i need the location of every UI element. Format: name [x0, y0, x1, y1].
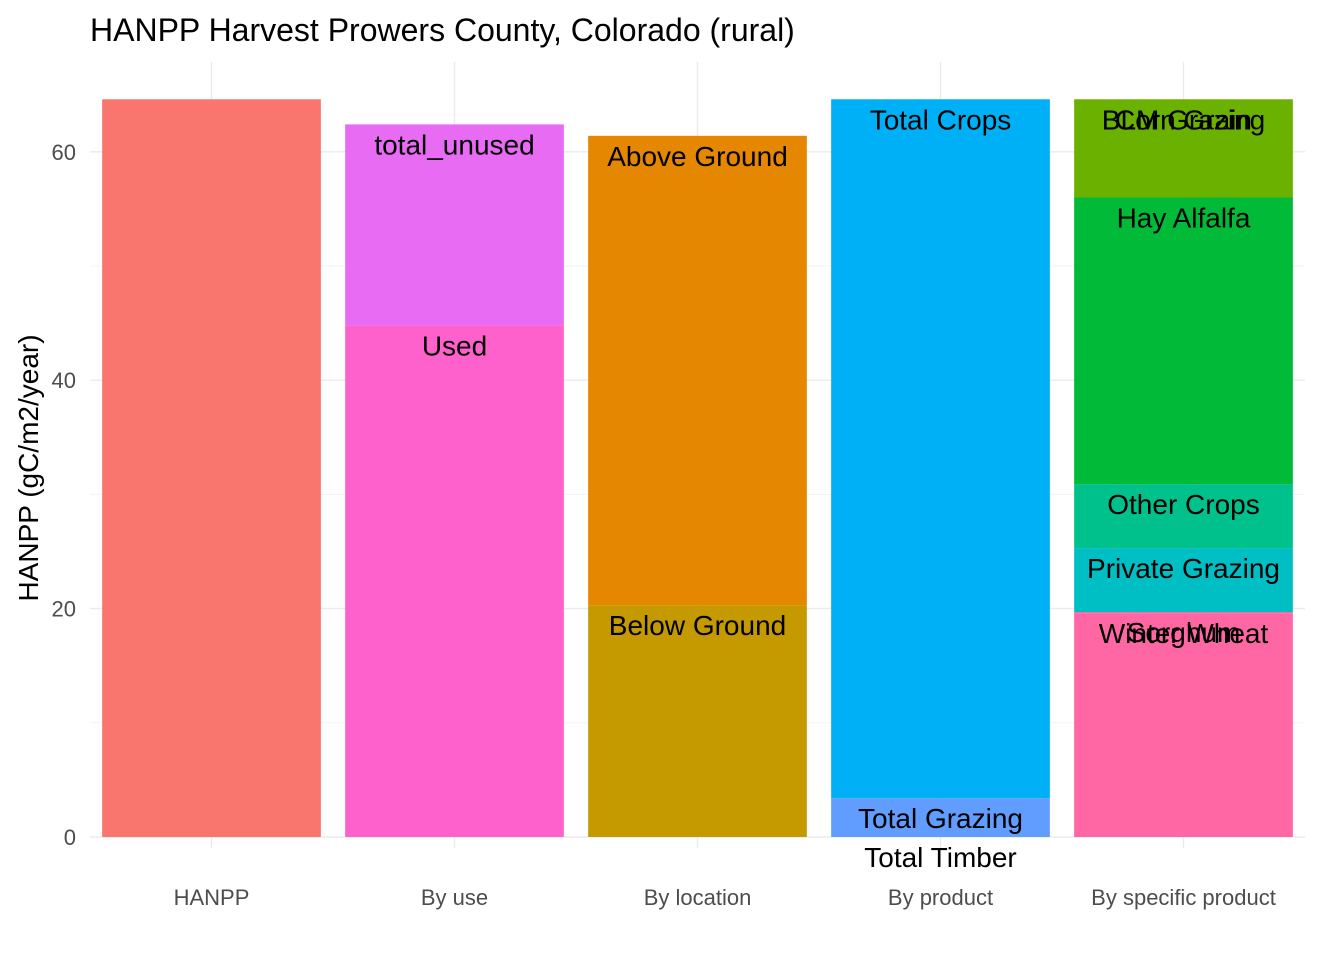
y-tick-label: 20 — [52, 597, 76, 622]
bar-segment — [1074, 484, 1293, 549]
bar-segment — [588, 135, 807, 606]
bar-segment — [102, 99, 321, 837]
bar-segment — [588, 605, 807, 837]
bar-segment — [1074, 612, 1293, 614]
bar-segment — [831, 99, 1050, 799]
bar-segment — [1074, 197, 1293, 485]
segment-label: Private Grazing — [1087, 553, 1280, 584]
y-axis-ticks: 0 20 40 60 — [52, 140, 76, 850]
segment-label: Used — [422, 330, 487, 361]
segment-label: Above Ground — [607, 141, 788, 172]
segment-labels-group: Used total_unused Below Ground Above Ground… — [374, 104, 1280, 873]
x-tick-label: By location — [644, 885, 752, 910]
bar-segment — [831, 798, 1050, 837]
bar-segment — [1074, 548, 1293, 613]
bar-segment — [345, 325, 564, 837]
x-axis-ticks: HANPP By use By location By product By speci… — [174, 885, 1276, 910]
segment-label: Hay Alfalfa — [1117, 202, 1251, 233]
segment-label: Sorghum — [1127, 617, 1241, 648]
y-axis-label: HANPP (gC/m2/year) — [13, 334, 44, 601]
y-tick-label: 60 — [52, 140, 76, 165]
segment-label: Below Ground — [609, 610, 786, 641]
segment-label: Total Crops — [870, 104, 1012, 135]
x-tick-label: By product — [888, 885, 993, 910]
chart-title: HANPP Harvest Prowers County, Colorado (… — [90, 12, 795, 48]
bars-group — [102, 99, 1293, 837]
y-tick-label: 0 — [64, 825, 76, 850]
bar-segment — [1074, 99, 1293, 198]
bar-segment — [1074, 613, 1293, 837]
bar-segment — [345, 124, 564, 326]
y-tick-label: 40 — [52, 368, 76, 393]
x-tick-label: HANPP — [174, 885, 250, 910]
segment-label: Total Grazing — [858, 803, 1023, 834]
x-tick-label: By use — [421, 885, 488, 910]
segment-label: Total Timber — [864, 842, 1017, 873]
x-tick-label: By specific product — [1091, 885, 1276, 910]
segment-label: Winter Wheat — [1099, 618, 1269, 649]
segment-label: BLM Grazing — [1102, 104, 1265, 135]
segment-label: total_unused — [374, 129, 534, 160]
segment-label: Corn Grain — [1115, 104, 1252, 135]
segment-label: Other Crops — [1107, 489, 1260, 520]
